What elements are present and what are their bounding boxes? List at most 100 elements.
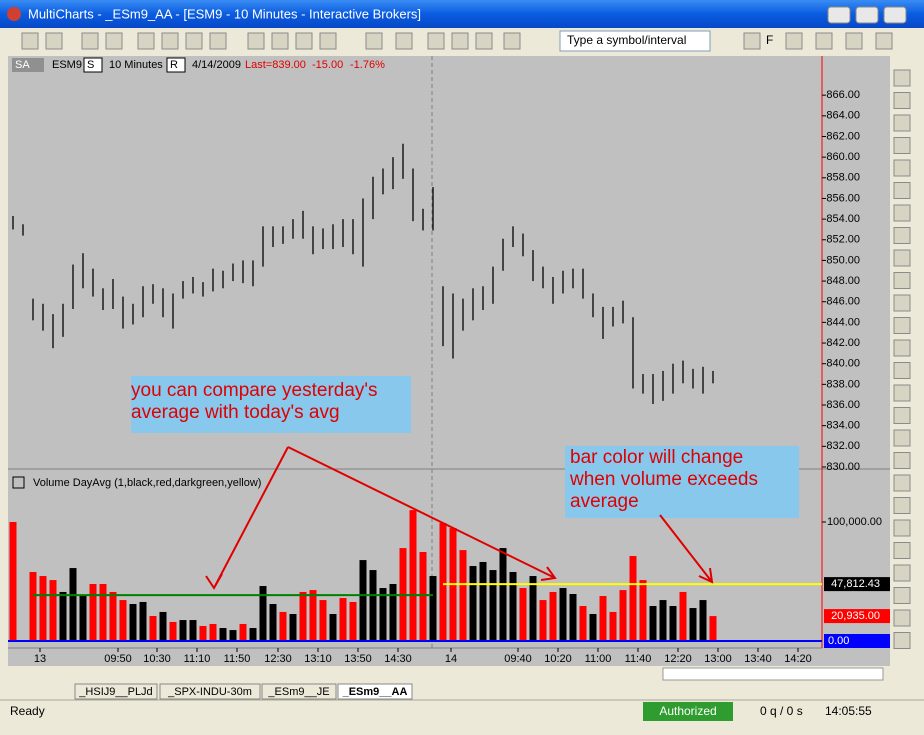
tab[interactable] [159, 683, 261, 700]
volume-bar [549, 591, 557, 641]
range-box[interactable] [166, 57, 186, 73]
toolbar-button[interactable] [743, 32, 761, 50]
side-button[interactable] [893, 429, 911, 447]
toolbar-button[interactable] [45, 32, 63, 50]
value-label: 0.00 [828, 635, 849, 647]
x-tick-label: 11:40 [625, 653, 652, 665]
volume-bar [529, 576, 537, 641]
toolbar-button[interactable] [185, 32, 203, 50]
toolbar-button[interactable] [247, 32, 265, 50]
toolbar-button[interactable] [875, 32, 893, 50]
scrollbar[interactable] [662, 667, 884, 681]
side-button[interactable] [893, 317, 911, 334]
last-price: Last=839.00 [245, 59, 306, 71]
toolbar-button[interactable] [161, 32, 179, 50]
side-button[interactable] [893, 564, 911, 582]
volume-bar [509, 571, 517, 641]
volume-bar [229, 630, 237, 641]
toolbar-button[interactable] [427, 32, 445, 50]
symbol-box[interactable] [559, 30, 711, 52]
y-tick-label: 830.00 [826, 461, 860, 473]
side-button[interactable] [893, 249, 911, 267]
value-box [824, 634, 890, 648]
tab[interactable] [337, 683, 413, 700]
toolbar-button[interactable] [209, 32, 227, 50]
toolbar-button[interactable] [475, 32, 493, 50]
x-tick-label: 13:40 [744, 653, 772, 665]
side-button[interactable] [893, 69, 911, 87]
volume-bar [619, 590, 627, 641]
volume-bar [219, 628, 227, 641]
session: S [87, 59, 94, 71]
side-button[interactable] [893, 182, 911, 199]
y-tick-label: 100,000.00 [827, 516, 882, 528]
side-button[interactable] [893, 474, 911, 492]
volume-bar [249, 628, 257, 641]
y-tick-label: 832.00 [826, 440, 860, 452]
side-button[interactable] [893, 407, 911, 424]
tab[interactable] [261, 683, 337, 700]
volume-bar [309, 590, 317, 641]
side-button[interactable] [893, 137, 911, 154]
y-tick-label: 850.00 [826, 254, 860, 266]
toolbar-button[interactable] [785, 32, 803, 50]
arrow [659, 514, 714, 584]
x-tick-label: 14 [445, 653, 457, 665]
side-button[interactable] [893, 609, 911, 627]
toolbar-button[interactable] [105, 32, 123, 50]
toolbar-button[interactable] [365, 32, 383, 50]
side-button[interactable] [893, 272, 911, 289]
toolbar-button[interactable] [503, 32, 521, 50]
toolbar-button[interactable] [395, 32, 413, 50]
volume-bar [109, 591, 117, 641]
x-tick-label: 13:50 [344, 653, 372, 665]
side-button[interactable] [893, 204, 911, 222]
session-box[interactable] [83, 57, 103, 73]
side-button[interactable] [893, 114, 911, 132]
x-tick-label: 09:50 [104, 653, 132, 665]
change-pct: -1.76% [350, 59, 385, 71]
side-button[interactable] [893, 542, 911, 559]
side-button[interactable] [893, 384, 911, 402]
side-button[interactable] [893, 339, 911, 357]
y-tick-label: 838.00 [826, 378, 860, 390]
indicator-close[interactable] [12, 476, 25, 489]
volume-bar [169, 621, 177, 641]
side-button[interactable] [893, 452, 911, 469]
volume-bar [389, 584, 397, 641]
tab[interactable] [74, 683, 158, 700]
volume-bar [559, 588, 567, 641]
minimize[interactable] [827, 6, 851, 24]
side-button[interactable] [893, 227, 911, 244]
volume-bar [79, 595, 87, 641]
maximize[interactable] [855, 6, 879, 24]
toolbar-button[interactable] [271, 32, 289, 50]
side-button[interactable] [893, 92, 911, 109]
y-tick-label: 860.00 [826, 151, 860, 163]
volume-bar [69, 568, 77, 641]
font-button[interactable]: F [766, 33, 773, 47]
volume-bar [669, 606, 677, 641]
side-button[interactable] [893, 497, 911, 514]
toolbar-button[interactable] [295, 32, 313, 50]
side-button[interactable] [893, 519, 911, 537]
side-button[interactable] [893, 362, 911, 379]
tab-label: _ESm9__AA [342, 686, 408, 698]
volume-bar [569, 593, 577, 641]
toolbar-button[interactable] [21, 32, 39, 50]
status-state: Ready [10, 704, 45, 718]
close[interactable] [883, 6, 907, 24]
volume-bar [329, 613, 337, 641]
side-button[interactable] [893, 159, 911, 177]
toolbar-button[interactable] [319, 32, 337, 50]
toolbar-button[interactable] [815, 32, 833, 50]
source-box[interactable] [12, 58, 44, 72]
toolbar-button[interactable] [845, 32, 863, 50]
side-button[interactable] [893, 294, 911, 312]
toolbar-button[interactable] [81, 32, 99, 50]
toolbar-button[interactable] [137, 32, 155, 50]
toolbar-button[interactable] [451, 32, 469, 50]
side-button[interactable] [893, 587, 911, 604]
side-button[interactable] [893, 632, 911, 649]
